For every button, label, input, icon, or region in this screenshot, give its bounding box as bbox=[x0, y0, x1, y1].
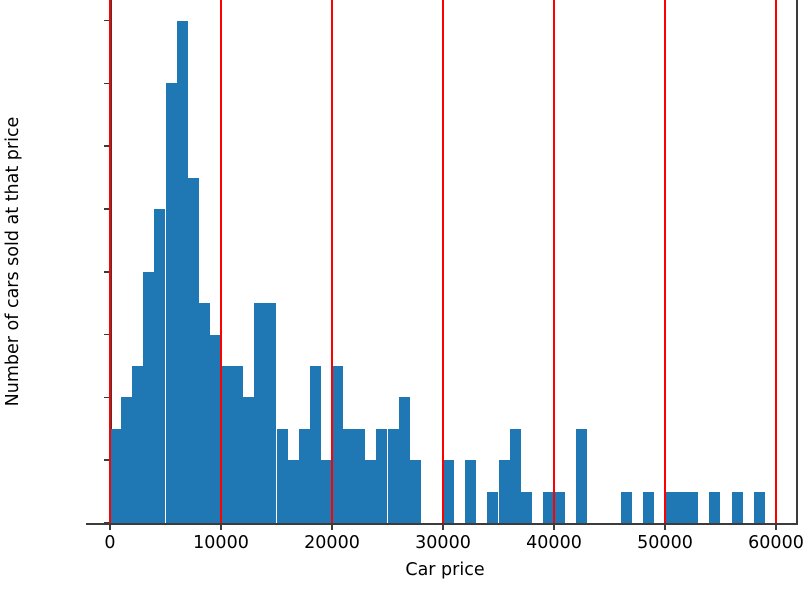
histogram-bar bbox=[243, 397, 255, 523]
histogram-bar bbox=[520, 491, 532, 523]
histogram-bar bbox=[276, 428, 288, 523]
x-tick-label: 50000 bbox=[637, 533, 693, 553]
histogram-bar bbox=[187, 177, 199, 523]
histogram-bar bbox=[165, 83, 177, 523]
threshold-line bbox=[775, 0, 777, 523]
y-tick-mark bbox=[104, 82, 110, 85]
y-tick-mark bbox=[104, 271, 110, 273]
x-tick-mark bbox=[775, 524, 777, 530]
histogram-bar bbox=[443, 460, 455, 523]
histogram-bar bbox=[121, 397, 133, 523]
histogram-bar bbox=[320, 460, 332, 523]
y-tick-mark bbox=[104, 333, 110, 336]
histogram-bar bbox=[309, 366, 321, 523]
histogram-bar bbox=[354, 428, 366, 523]
x-axis-spine bbox=[86, 523, 798, 525]
y-tick-mark bbox=[104, 208, 110, 210]
histogram-bar bbox=[642, 491, 654, 523]
histogram-bar bbox=[209, 334, 221, 523]
histogram-bar bbox=[753, 491, 765, 523]
histogram-bar bbox=[487, 491, 499, 523]
plot-area bbox=[109, 0, 796, 523]
y-tick-mark bbox=[104, 522, 110, 524]
histogram-bar bbox=[498, 460, 510, 523]
x-tick-mark bbox=[442, 524, 444, 530]
histogram-bar bbox=[143, 271, 155, 523]
histogram-bar bbox=[409, 460, 421, 523]
y-tick-mark bbox=[104, 396, 110, 399]
histogram-bar bbox=[576, 428, 588, 523]
histogram-bar bbox=[132, 366, 144, 523]
x-tick-label: 20000 bbox=[304, 533, 360, 553]
histogram-bar bbox=[287, 460, 299, 523]
histogram-bar bbox=[176, 20, 188, 523]
histogram-bar bbox=[265, 303, 277, 523]
histogram-bar bbox=[542, 491, 554, 523]
threshold-line bbox=[442, 0, 444, 523]
histogram-bar bbox=[465, 460, 477, 523]
histogram-bar bbox=[332, 366, 344, 523]
threshold-line bbox=[220, 0, 222, 523]
y-tick-mark bbox=[104, 19, 110, 22]
threshold-line bbox=[553, 0, 555, 523]
histogram-bar bbox=[398, 397, 410, 523]
x-tick-mark bbox=[553, 524, 555, 530]
x-tick-label: 40000 bbox=[526, 533, 582, 553]
histogram-bar bbox=[687, 491, 699, 523]
threshold-line bbox=[331, 0, 333, 523]
right-spine bbox=[796, 0, 798, 523]
histogram-bar bbox=[387, 428, 399, 523]
x-tick-label: 60000 bbox=[748, 533, 804, 553]
histogram-bar bbox=[709, 491, 721, 523]
histogram-bar bbox=[376, 428, 388, 523]
histogram-bar bbox=[221, 366, 233, 523]
threshold-line bbox=[109, 0, 111, 523]
x-tick-mark bbox=[109, 524, 111, 530]
x-tick-mark bbox=[664, 524, 666, 530]
threshold-line bbox=[664, 0, 666, 523]
histogram-bar bbox=[254, 303, 266, 523]
histogram-bar bbox=[343, 428, 355, 523]
histogram-bar bbox=[665, 491, 677, 523]
x-tick-label: 30000 bbox=[415, 533, 471, 553]
histogram-bar bbox=[365, 460, 377, 523]
x-tick-label: 10000 bbox=[193, 533, 249, 553]
histogram-bar bbox=[298, 428, 310, 523]
y-tick-mark bbox=[104, 459, 110, 461]
histogram-bar bbox=[731, 491, 743, 523]
histogram-bar bbox=[620, 491, 632, 523]
x-tick-label: 0 bbox=[104, 533, 116, 553]
histogram-bar bbox=[232, 366, 244, 523]
histogram-bar bbox=[154, 209, 166, 523]
histogram-bar bbox=[110, 428, 122, 523]
histogram-bar bbox=[509, 428, 521, 523]
x-tick-mark bbox=[220, 524, 222, 530]
y-tick-mark bbox=[104, 145, 110, 147]
x-tick-mark bbox=[331, 524, 333, 530]
x-axis-label: Car price bbox=[405, 560, 485, 580]
histogram-bar bbox=[554, 491, 566, 523]
histogram-bar bbox=[198, 303, 210, 523]
histogram-bar bbox=[676, 491, 688, 523]
